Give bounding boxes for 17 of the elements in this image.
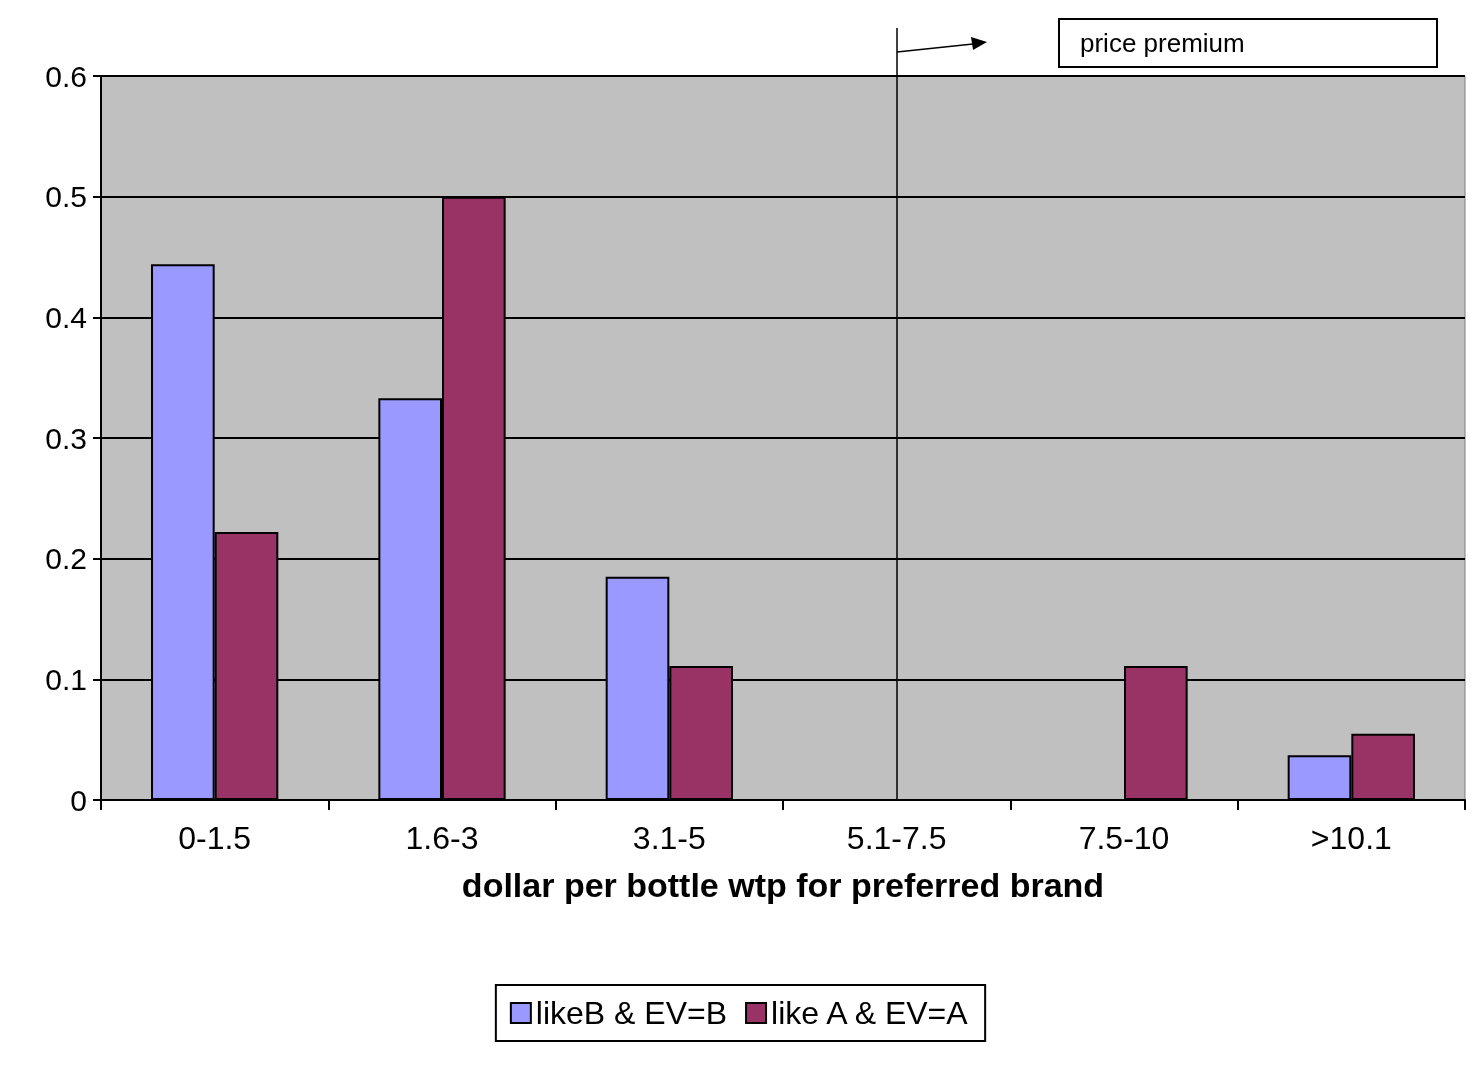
y-tick-label: 0 <box>70 783 87 817</box>
legend-label: like A & EV=A <box>771 995 969 1031</box>
x-tick-label: 5.1-7.5 <box>846 820 947 856</box>
y-tick-label: 0.4 <box>45 300 87 334</box>
y-tick-label: 0.5 <box>45 180 87 214</box>
x-axis-title: dollar per bottle wtp for preferred brand <box>461 866 1105 904</box>
y-tick-label: 0.2 <box>45 542 87 576</box>
y-tick-label: 0.1 <box>45 662 87 696</box>
x-tick-label: 3.1-5 <box>632 820 706 856</box>
x-tick-label: 7.5-10 <box>1078 820 1170 856</box>
text: price premium <box>1080 28 1245 58</box>
legend-label: likeB & EV=B <box>535 995 728 1031</box>
y-tick-label: 0.3 <box>45 421 87 455</box>
x-tick-label: 1.6-3 <box>405 820 479 856</box>
x-tick-label: 0-1.5 <box>178 820 252 856</box>
y-tick-label: 0.6 <box>45 59 87 93</box>
x-tick-label: >10.1 <box>1310 820 1392 856</box>
